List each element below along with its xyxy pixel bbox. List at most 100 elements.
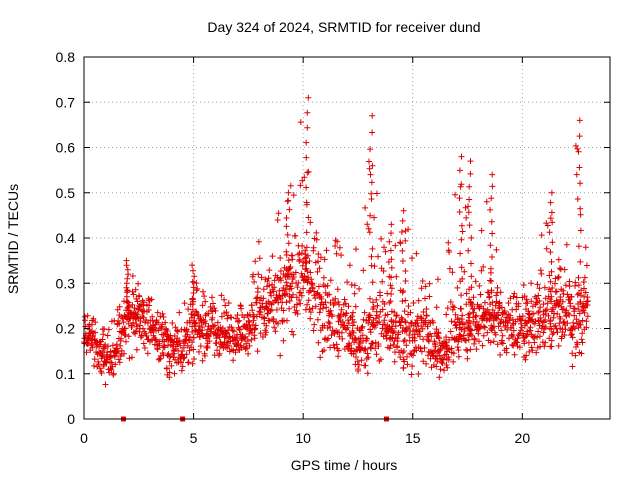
data-point xyxy=(576,133,583,140)
data-point xyxy=(576,164,583,171)
data-point xyxy=(394,338,401,344)
data-point xyxy=(110,370,117,377)
data-point xyxy=(97,365,103,372)
data-point xyxy=(364,221,371,228)
data-point xyxy=(537,333,543,340)
data-point xyxy=(317,254,324,261)
data-point xyxy=(564,291,571,298)
data-point xyxy=(191,273,198,280)
data-point xyxy=(482,299,488,306)
data-point xyxy=(443,362,450,368)
data-point xyxy=(426,293,433,300)
data-point xyxy=(317,354,324,361)
data-point xyxy=(305,289,312,296)
data-point xyxy=(190,290,197,296)
data-point xyxy=(413,250,420,257)
data-point xyxy=(361,309,368,316)
data-point xyxy=(527,324,534,331)
data-point xyxy=(367,295,373,302)
data-point xyxy=(206,338,213,345)
data-point xyxy=(270,318,277,325)
data-point xyxy=(248,302,255,309)
data-point xyxy=(320,305,326,312)
data-point xyxy=(341,322,348,329)
data-point xyxy=(547,249,554,256)
data-point xyxy=(362,204,369,211)
data-point xyxy=(209,308,216,315)
data-point xyxy=(102,381,109,388)
data-point xyxy=(91,362,97,369)
data-point xyxy=(573,171,580,178)
data-point xyxy=(141,345,148,351)
data-point xyxy=(304,268,311,275)
data-point xyxy=(409,328,416,335)
data-point xyxy=(300,285,307,292)
data-point xyxy=(284,282,291,289)
data-point xyxy=(367,326,374,333)
data-point xyxy=(160,314,167,320)
data-point xyxy=(572,352,579,359)
data-point xyxy=(542,324,549,330)
data-point xyxy=(553,288,560,295)
data-point xyxy=(444,305,451,312)
data-point xyxy=(298,250,305,257)
data-point xyxy=(468,273,475,280)
data-point xyxy=(525,339,532,346)
data-point xyxy=(193,287,200,294)
data-point xyxy=(503,345,510,352)
data-point xyxy=(406,332,413,338)
data-point xyxy=(463,290,470,297)
data-point xyxy=(458,326,465,333)
data-point xyxy=(98,370,105,376)
data-point xyxy=(144,350,151,357)
data-point xyxy=(228,314,235,321)
data-point xyxy=(122,325,129,332)
data-point xyxy=(486,293,493,300)
data-point xyxy=(354,358,361,365)
data-point xyxy=(381,244,387,251)
data-point xyxy=(456,319,463,326)
data-point xyxy=(541,343,548,350)
data-point xyxy=(548,189,555,196)
data-point xyxy=(465,203,471,210)
data-point xyxy=(388,291,395,297)
data-point xyxy=(264,278,271,285)
data-point xyxy=(467,170,474,177)
data-point xyxy=(371,324,378,331)
data-point xyxy=(204,344,211,351)
data-point xyxy=(241,314,248,321)
data-point xyxy=(301,273,308,280)
data-point xyxy=(413,347,420,354)
data-point xyxy=(555,256,562,263)
data-point xyxy=(314,268,321,275)
data-point xyxy=(330,342,337,349)
data-point xyxy=(402,227,409,234)
data-point xyxy=(435,276,441,283)
data-point xyxy=(346,341,353,348)
data-point xyxy=(271,324,278,331)
data-point xyxy=(495,323,502,330)
data-point xyxy=(305,168,312,175)
data-point xyxy=(156,340,163,347)
data-point xyxy=(548,326,555,333)
data-point xyxy=(574,145,581,152)
data-point xyxy=(538,232,545,239)
data-point xyxy=(266,282,273,289)
data-point xyxy=(379,325,386,332)
data-point xyxy=(285,197,292,204)
data-point xyxy=(443,311,450,318)
data-point xyxy=(299,177,306,184)
y-tick-label: 0 xyxy=(67,411,75,427)
data-point xyxy=(302,306,309,313)
data-point xyxy=(274,274,281,281)
data-point xyxy=(575,274,582,281)
data-point xyxy=(283,215,290,221)
data-point xyxy=(393,313,400,319)
data-point xyxy=(306,306,313,313)
data-point xyxy=(200,288,206,295)
data-point xyxy=(454,344,461,351)
data-point xyxy=(528,280,535,287)
data-point xyxy=(299,243,306,249)
data-point xyxy=(455,353,462,360)
data-point xyxy=(379,306,386,313)
